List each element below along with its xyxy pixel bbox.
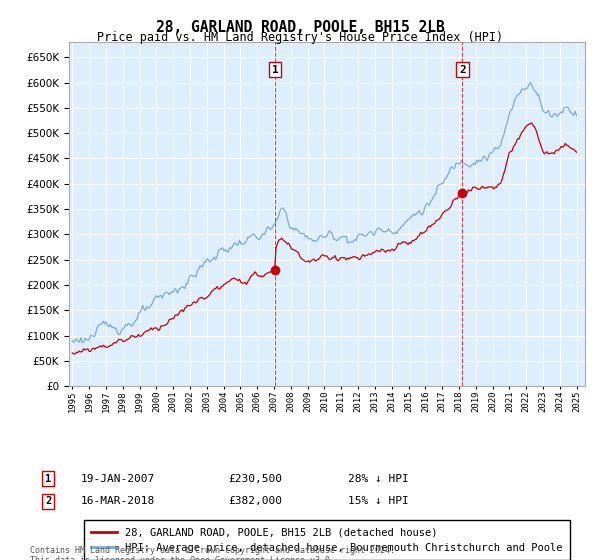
Legend: 28, GARLAND ROAD, POOLE, BH15 2LB (detached house), HPI: Average price, detached: 28, GARLAND ROAD, POOLE, BH15 2LB (detac… [84, 520, 570, 560]
Text: 2: 2 [459, 64, 466, 74]
Text: 1: 1 [272, 64, 278, 74]
Text: Price paid vs. HM Land Registry's House Price Index (HPI): Price paid vs. HM Land Registry's House … [97, 31, 503, 44]
Text: 28% ↓ HPI: 28% ↓ HPI [348, 474, 409, 484]
Text: 28, GARLAND ROAD, POOLE, BH15 2LB: 28, GARLAND ROAD, POOLE, BH15 2LB [155, 20, 445, 35]
Text: £382,000: £382,000 [228, 496, 282, 506]
Text: 1: 1 [45, 474, 51, 484]
Text: 2: 2 [45, 496, 51, 506]
Text: Contains HM Land Registry data © Crown copyright and database right 2024.
This d: Contains HM Land Registry data © Crown c… [30, 546, 395, 560]
Text: £230,500: £230,500 [228, 474, 282, 484]
Text: 19-JAN-2007: 19-JAN-2007 [81, 474, 155, 484]
Text: 16-MAR-2018: 16-MAR-2018 [81, 496, 155, 506]
Text: 15% ↓ HPI: 15% ↓ HPI [348, 496, 409, 506]
